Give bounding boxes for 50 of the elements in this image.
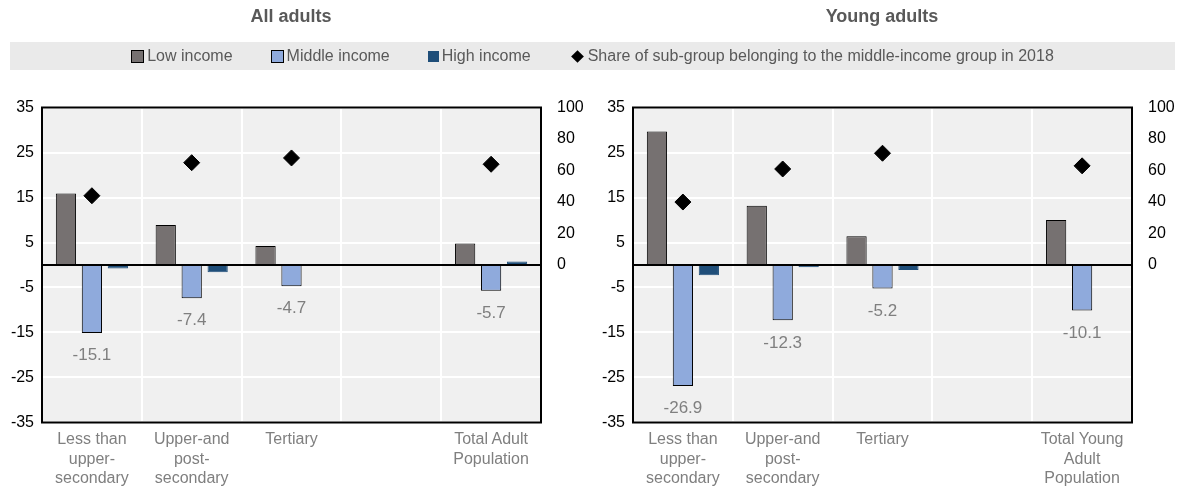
y-tick-label: -35 (601, 412, 626, 430)
x-tick-label: Less than upper-secondary (54, 430, 129, 486)
data-label: -15.1 (72, 345, 112, 365)
x-tick-label: Tertiary (265, 430, 318, 448)
y-tick-label: 15 (16, 187, 35, 205)
y-tick-label: 15 (607, 187, 626, 205)
chart-title: All adults (249, 6, 333, 27)
legend-label: Middle income (286, 47, 390, 64)
y-tick-label: -5 (19, 277, 35, 295)
y2-tick-label: 60 (1148, 160, 1166, 178)
y2-tick-label: 0 (1148, 255, 1157, 273)
y-tick-label: -15 (601, 322, 626, 340)
data-label: -7.4 (177, 310, 207, 330)
y2-tick-label: 60 (557, 160, 575, 178)
y-tick-label: 5 (25, 232, 35, 250)
y-tick-label: -5 (610, 277, 626, 295)
y-tick-label: 25 (16, 142, 35, 160)
legend-label: Low income (147, 47, 233, 64)
legend-label: High income (441, 47, 531, 64)
data-label: -26.9 (663, 398, 703, 418)
y2-tick-label: 0 (557, 255, 566, 273)
y2-tick-label: 40 (557, 192, 575, 210)
x-tick-label: Tertiary (856, 430, 909, 448)
x-tick-label: Upper-and post-secondary (744, 430, 821, 486)
y-tick-label: -15 (10, 322, 35, 340)
y2-tick-label: 80 (1148, 129, 1166, 147)
x-tick-label: Less than upper-secondary (645, 430, 720, 486)
y-tick-label: 25 (607, 142, 626, 160)
y-tick-label: 35 (16, 98, 35, 116)
data-label: -10.1 (1062, 322, 1102, 342)
y2-tick-label: 40 (1148, 192, 1166, 210)
x-tick-label: Total Young Adult Population (1040, 430, 1124, 486)
data-label: -4.7 (276, 298, 307, 318)
x-tick-label: Upper-and post-secondary (153, 430, 230, 486)
legend-label: Share of sub-group belonging to the middle-income group in 2018 (587, 47, 1054, 64)
x-tick-label: Total Adult Population (453, 430, 529, 467)
y2-tick-label: 100 (1148, 98, 1175, 116)
chart-title: Young adults (824, 6, 940, 27)
y-tick-label: -35 (10, 412, 35, 430)
y-tick-label: -25 (10, 367, 35, 385)
y2-tick-label: 80 (557, 129, 575, 147)
y2-tick-label: 20 (1148, 223, 1166, 241)
data-label: -12.3 (763, 332, 803, 352)
y-tick-label: 5 (616, 232, 626, 250)
data-label: -5.7 (476, 302, 506, 322)
y-tick-label: -25 (601, 367, 626, 385)
data-label: -5.2 (867, 300, 898, 320)
y2-tick-label: 100 (557, 98, 584, 116)
y2-tick-label: 20 (557, 223, 575, 241)
y-tick-label: 35 (607, 98, 626, 116)
